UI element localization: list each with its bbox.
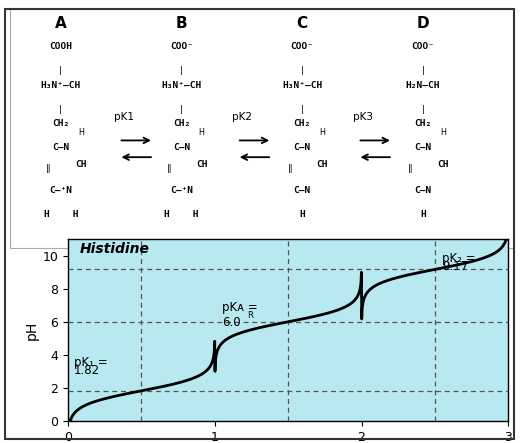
Text: |: | bbox=[421, 66, 424, 75]
Text: C–N: C–N bbox=[173, 143, 190, 152]
Text: |: | bbox=[421, 105, 424, 113]
Text: CH: CH bbox=[196, 159, 208, 169]
Text: |: | bbox=[59, 105, 62, 113]
Text: |: | bbox=[180, 66, 183, 75]
Text: pK₂ =: pK₂ = bbox=[442, 252, 476, 265]
Text: H₂N–CH: H₂N–CH bbox=[406, 81, 440, 89]
Text: pKᴀ =: pKᴀ = bbox=[222, 301, 258, 314]
Text: CH₂: CH₂ bbox=[173, 119, 190, 128]
Text: H: H bbox=[199, 128, 204, 137]
Text: |: | bbox=[301, 66, 304, 75]
Text: H: H bbox=[420, 210, 426, 219]
Text: |: | bbox=[180, 105, 183, 113]
Text: H: H bbox=[299, 210, 305, 219]
Text: C–N: C–N bbox=[293, 143, 311, 152]
Text: ‖: ‖ bbox=[167, 164, 171, 173]
Text: |: | bbox=[301, 105, 304, 113]
Text: CH: CH bbox=[75, 159, 86, 169]
Text: C–N: C–N bbox=[52, 143, 69, 152]
Text: ‖: ‖ bbox=[287, 164, 292, 173]
Text: H    H: H H bbox=[164, 210, 199, 219]
Text: C–N: C–N bbox=[293, 186, 311, 195]
Text: COO⁻: COO⁻ bbox=[170, 43, 193, 51]
Text: COOH: COOH bbox=[49, 43, 72, 51]
Text: H: H bbox=[78, 128, 84, 137]
Text: CH₂: CH₂ bbox=[414, 119, 432, 128]
Text: COO⁻: COO⁻ bbox=[291, 43, 314, 51]
Text: COO⁻: COO⁻ bbox=[411, 43, 434, 51]
Text: C: C bbox=[297, 16, 308, 31]
Text: C–⁺N: C–⁺N bbox=[49, 186, 72, 195]
Text: 6.0: 6.0 bbox=[222, 316, 241, 329]
Text: pK2: pK2 bbox=[232, 112, 252, 121]
Text: CH: CH bbox=[438, 159, 449, 169]
Text: C–N: C–N bbox=[414, 143, 432, 152]
Y-axis label: pH: pH bbox=[24, 320, 38, 340]
Text: 1.82: 1.82 bbox=[74, 364, 100, 377]
Text: B: B bbox=[176, 16, 187, 31]
Text: pK₁ =: pK₁ = bbox=[74, 356, 107, 369]
Text: H₃N⁺–CH: H₃N⁺–CH bbox=[41, 81, 81, 89]
Text: H₃N⁺–CH: H₃N⁺–CH bbox=[161, 81, 202, 89]
Text: Histidine: Histidine bbox=[80, 242, 150, 256]
Text: ‖: ‖ bbox=[408, 164, 413, 173]
Text: A: A bbox=[55, 16, 67, 31]
Text: H: H bbox=[320, 128, 325, 137]
Text: H₃N⁺–CH: H₃N⁺–CH bbox=[282, 81, 322, 89]
Text: R: R bbox=[247, 311, 253, 320]
Text: 9.17: 9.17 bbox=[442, 260, 468, 273]
Text: CH: CH bbox=[316, 159, 328, 169]
Text: CH₂: CH₂ bbox=[52, 119, 69, 128]
Text: ‖: ‖ bbox=[46, 164, 51, 173]
Text: H    H: H H bbox=[43, 210, 78, 219]
Text: pK1: pK1 bbox=[114, 112, 134, 121]
Text: CH₂: CH₂ bbox=[293, 119, 311, 128]
Text: |: | bbox=[59, 66, 62, 75]
Text: C–N: C–N bbox=[414, 186, 432, 195]
Text: H: H bbox=[440, 128, 446, 137]
Text: D: D bbox=[417, 16, 429, 31]
Text: pK3: pK3 bbox=[353, 112, 373, 121]
Text: C–⁺N: C–⁺N bbox=[170, 186, 193, 195]
